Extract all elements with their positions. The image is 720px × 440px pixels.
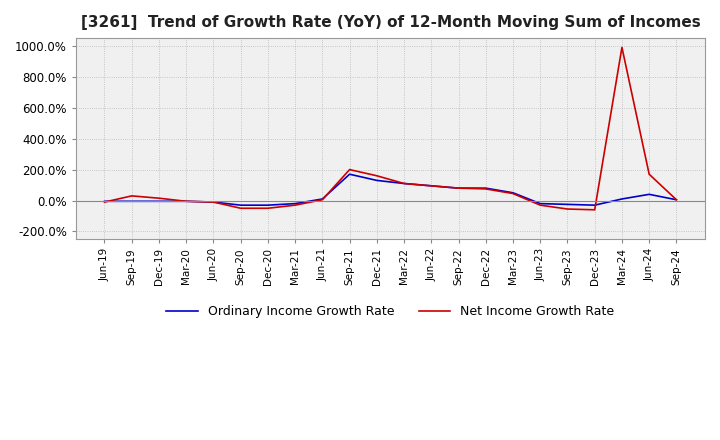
Title: [3261]  Trend of Growth Rate (YoY) of 12-Month Moving Sum of Incomes: [3261] Trend of Growth Rate (YoY) of 12-… <box>81 15 701 30</box>
Net Income Growth Rate <box>291 202 300 208</box>
Net Income Growth Rate <box>672 197 680 202</box>
Ordinary Income Growth Rate <box>400 181 408 186</box>
Net Income Growth Rate <box>372 173 381 178</box>
Ordinary Income Growth Rate <box>291 201 300 206</box>
Ordinary Income Growth Rate <box>454 186 463 191</box>
Net Income Growth Rate <box>400 181 408 186</box>
Ordinary Income Growth Rate <box>618 196 626 202</box>
Line: Net Income Growth Rate: Net Income Growth Rate <box>104 48 676 210</box>
Ordinary Income Growth Rate <box>236 202 245 208</box>
Ordinary Income Growth Rate <box>563 202 572 207</box>
Ordinary Income Growth Rate <box>672 197 680 202</box>
Line: Ordinary Income Growth Rate: Ordinary Income Growth Rate <box>104 174 676 205</box>
Net Income Growth Rate <box>209 199 217 205</box>
Net Income Growth Rate <box>427 183 436 188</box>
Net Income Growth Rate <box>318 197 327 202</box>
Ordinary Income Growth Rate <box>590 202 599 208</box>
Ordinary Income Growth Rate <box>645 192 654 197</box>
Net Income Growth Rate <box>236 205 245 211</box>
Ordinary Income Growth Rate <box>536 201 544 206</box>
Ordinary Income Growth Rate <box>100 198 109 204</box>
Net Income Growth Rate <box>536 202 544 208</box>
Ordinary Income Growth Rate <box>318 196 327 202</box>
Net Income Growth Rate <box>454 186 463 191</box>
Ordinary Income Growth Rate <box>509 190 518 195</box>
Net Income Growth Rate <box>100 199 109 205</box>
Net Income Growth Rate <box>645 172 654 177</box>
Net Income Growth Rate <box>127 193 136 198</box>
Net Income Growth Rate <box>264 205 272 211</box>
Ordinary Income Growth Rate <box>482 186 490 191</box>
Net Income Growth Rate <box>563 206 572 212</box>
Ordinary Income Growth Rate <box>209 199 217 205</box>
Ordinary Income Growth Rate <box>372 178 381 183</box>
Net Income Growth Rate <box>482 186 490 191</box>
Net Income Growth Rate <box>618 45 626 50</box>
Legend: Ordinary Income Growth Rate, Net Income Growth Rate: Ordinary Income Growth Rate, Net Income … <box>161 301 619 323</box>
Net Income Growth Rate <box>590 207 599 213</box>
Ordinary Income Growth Rate <box>346 172 354 177</box>
Ordinary Income Growth Rate <box>427 183 436 188</box>
Ordinary Income Growth Rate <box>264 202 272 208</box>
Net Income Growth Rate <box>346 167 354 172</box>
Ordinary Income Growth Rate <box>182 198 191 204</box>
Net Income Growth Rate <box>155 195 163 201</box>
Ordinary Income Growth Rate <box>127 198 136 204</box>
Ordinary Income Growth Rate <box>155 198 163 204</box>
Net Income Growth Rate <box>182 198 191 204</box>
Net Income Growth Rate <box>509 191 518 196</box>
